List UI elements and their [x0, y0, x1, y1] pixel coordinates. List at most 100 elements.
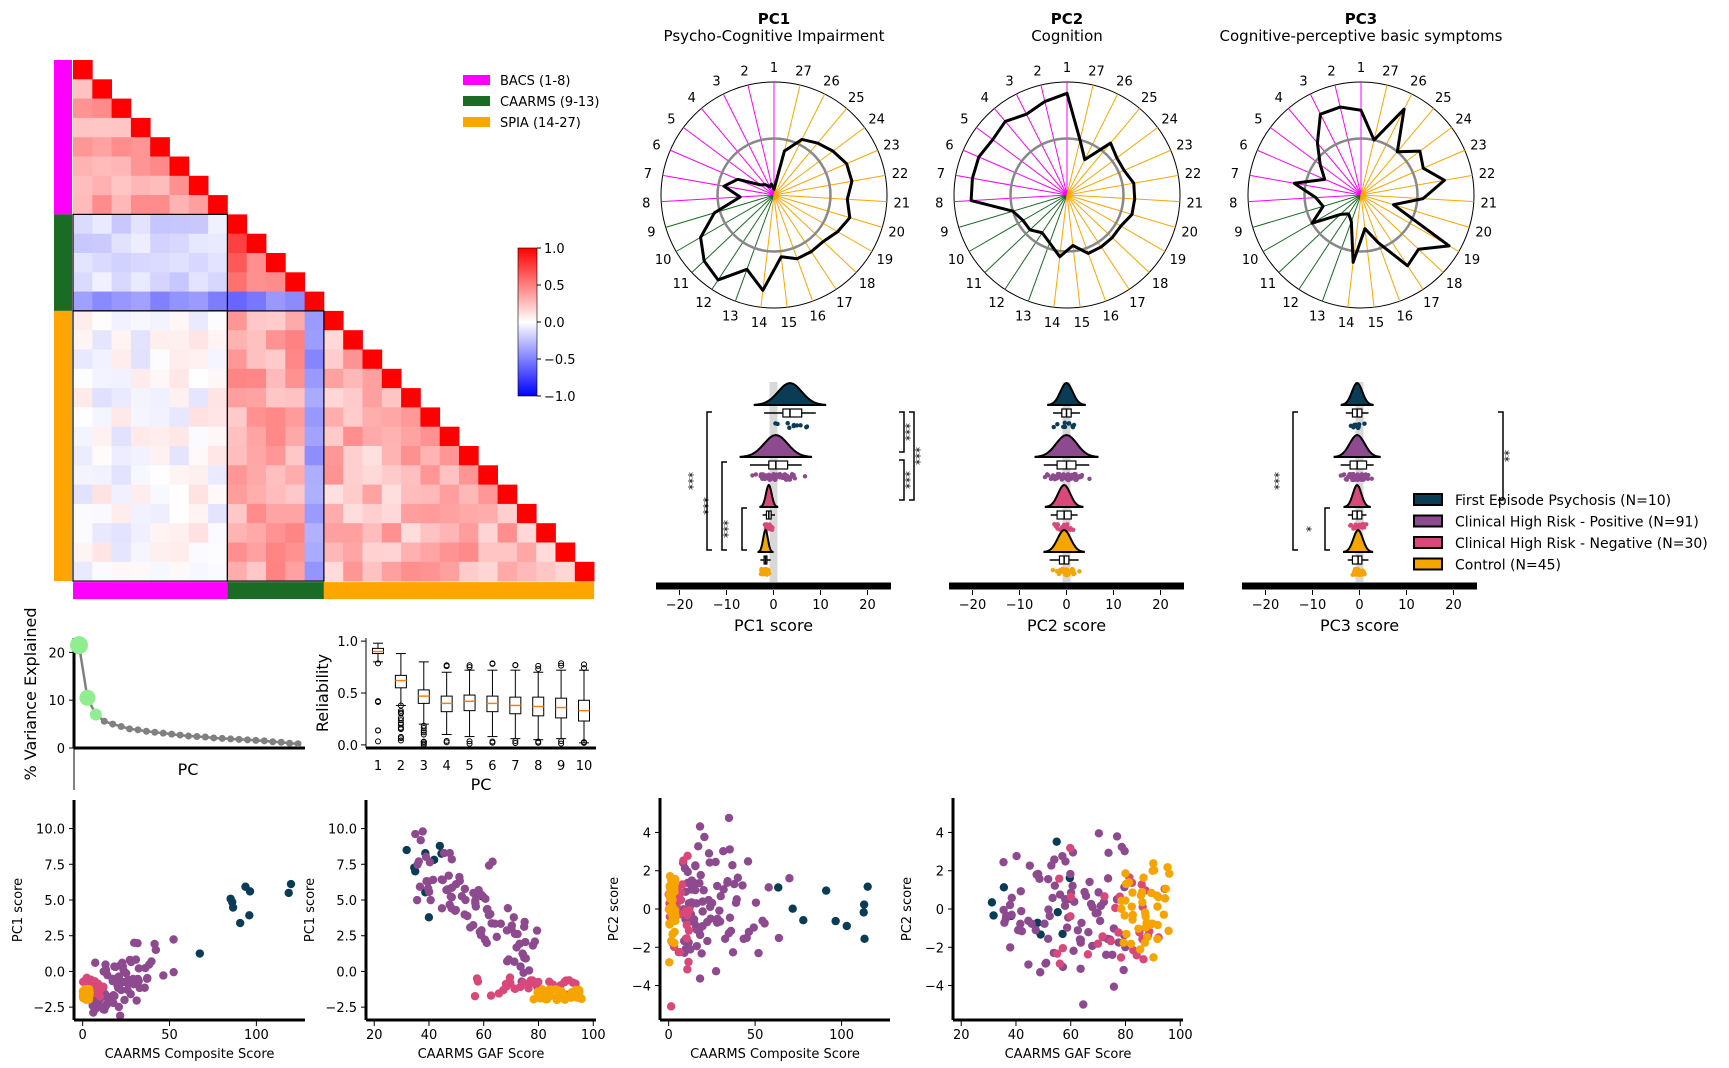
radar-axis-label: 24: [1161, 113, 1178, 128]
matrix-cell: [574, 561, 595, 582]
radar-axis-label: 26: [823, 75, 840, 90]
data-point: [1124, 878, 1134, 887]
data-point: [473, 977, 483, 986]
matrix-cell: [92, 253, 112, 273]
zero-band: [1355, 382, 1364, 582]
matrix-cell: [420, 503, 441, 524]
data-point: [1060, 901, 1070, 910]
radar-axis-label: 17: [836, 296, 853, 311]
data-point: [732, 895, 741, 904]
significance-bracket: [706, 411, 712, 551]
matrix-cell: [73, 349, 93, 370]
rain-point: [1070, 424, 1076, 430]
outlier: [397, 707, 404, 714]
outlier: [375, 727, 381, 734]
matrix-cell: [304, 426, 325, 447]
density-cloud: [1340, 381, 1374, 406]
matrix-cell: [227, 426, 248, 447]
data-point: [135, 983, 144, 993]
y-tick-label: −2: [925, 941, 944, 956]
rain-point: [1359, 477, 1365, 482]
radar-axis-label: 9: [940, 226, 948, 241]
data-point: [286, 879, 296, 889]
data-point: [728, 948, 738, 957]
data-point: [719, 885, 728, 894]
matrix-cell: [92, 175, 112, 196]
matrix-cell: [497, 484, 518, 505]
data-point: [91, 958, 100, 967]
matrix-cell: [246, 272, 267, 292]
data-point: [720, 934, 730, 944]
rain-point: [759, 566, 764, 572]
outlier: [443, 739, 450, 746]
data-point: [1031, 925, 1040, 935]
y-tick-label: −4: [925, 980, 944, 995]
data-point: [743, 857, 753, 866]
matrix-cell: [246, 233, 267, 254]
data-point: [1112, 832, 1122, 841]
matrix-cell: [478, 465, 498, 485]
x-axis-label: PC1 score: [734, 616, 813, 635]
scale-color-bar-horizontal: [227, 582, 324, 600]
matrix-cell: [169, 156, 190, 177]
matrix-cell: [169, 465, 190, 485]
radar-loading-line: [969, 91, 1137, 259]
rain-point: [1061, 473, 1067, 478]
data-point: [1079, 1000, 1088, 1009]
data-point: [119, 966, 128, 975]
matrix-cell: [208, 214, 228, 235]
density-cloud: [1034, 433, 1099, 458]
data-point: [533, 987, 543, 996]
data-point: [1045, 911, 1054, 921]
matrix-cell: [188, 388, 209, 408]
radar-axis-label: 10: [948, 253, 965, 268]
data-point: [1041, 959, 1050, 968]
matrix-cell: [285, 368, 305, 389]
matrix-cell: [169, 253, 190, 273]
data-point: [1098, 932, 1107, 941]
data-point: [728, 861, 737, 870]
matrix-cell: [73, 407, 93, 428]
data-point: [1153, 934, 1162, 944]
y-tick-label: 2: [643, 865, 651, 880]
data-point: [1066, 843, 1075, 853]
rain-point: [1065, 568, 1070, 573]
rain-point: [1369, 476, 1374, 481]
data-point: [1128, 915, 1137, 924]
data-point: [1140, 938, 1150, 947]
data-point: [1066, 892, 1076, 901]
matrix-cell: [227, 291, 248, 312]
matrix-cell: [246, 349, 267, 370]
matrix-cell: [516, 503, 537, 524]
matrix-cell: [111, 310, 132, 331]
scale-color-bar-horizontal: [323, 582, 595, 600]
x-tick-label: 20: [366, 1028, 383, 1043]
matrix-cell: [266, 561, 286, 582]
data-point: [470, 991, 480, 1001]
matrix-cell: [439, 465, 460, 485]
x-tick-label: 80: [530, 1028, 547, 1043]
legend-swatch: [463, 75, 490, 85]
radar-axis-label: 3: [712, 75, 720, 90]
matrix-cell: [227, 561, 248, 582]
y-tick-label: 0.0: [44, 965, 65, 980]
matrix-cell: [381, 484, 402, 505]
matrix-cell: [150, 388, 170, 408]
matrix-cell: [304, 291, 325, 312]
density-cloud: [739, 433, 813, 458]
matrix-cell: [323, 523, 344, 543]
scree-point: [151, 728, 159, 736]
data-point: [1141, 912, 1150, 921]
x-tick-label: 10: [576, 759, 593, 774]
matrix-cell: [92, 195, 112, 215]
matrix-cell: [285, 388, 305, 408]
data-point: [421, 852, 431, 862]
radar-loading-line: [699, 137, 854, 292]
matrix-cell: [401, 523, 421, 543]
radar-axis-label: 3: [1005, 75, 1013, 90]
matrix-cell: [111, 465, 132, 485]
matrix-cell: [246, 523, 267, 543]
matrix-cell: [73, 446, 93, 466]
matrix-cell: [111, 368, 132, 389]
